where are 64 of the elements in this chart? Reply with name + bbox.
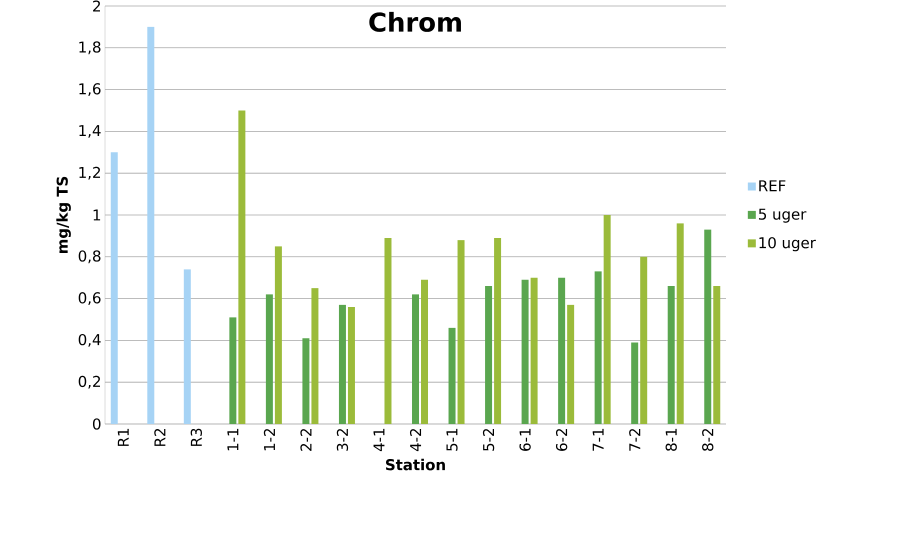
bar bbox=[421, 280, 428, 424]
bar bbox=[348, 306, 355, 424]
x-tick-label: R1 bbox=[118, 428, 129, 446]
y-axis-title: mg/kg TS bbox=[56, 176, 71, 254]
bar bbox=[594, 271, 602, 424]
x-tick-label: 4-1 bbox=[374, 428, 384, 452]
y-tick-label: 1,4 bbox=[79, 125, 101, 138]
bar bbox=[530, 278, 538, 424]
x-tick-label: 1-2 bbox=[264, 429, 275, 450]
x-tick-label: 1-1 bbox=[227, 428, 238, 450]
y-tick-label: 0,6 bbox=[78, 292, 101, 305]
y-tick-label: 1,6 bbox=[79, 83, 101, 96]
x-tick-label: 5-2 bbox=[482, 429, 494, 451]
y-tick-label: 1,2 bbox=[79, 166, 100, 180]
x-tick-label: 7-1 bbox=[592, 428, 604, 451]
y-tick-label: 1 bbox=[94, 210, 100, 220]
x-tick-label: 6-1 bbox=[519, 428, 531, 451]
x-tick-label: 3-2 bbox=[336, 429, 348, 451]
bar bbox=[229, 317, 236, 424]
bar bbox=[676, 223, 684, 424]
bar bbox=[448, 328, 456, 424]
x-tick-label: 4-2 bbox=[410, 429, 422, 452]
x-tick-label: 5-1 bbox=[446, 428, 458, 451]
bar bbox=[266, 294, 273, 424]
bar bbox=[458, 240, 465, 424]
x-tick-label: 7-2 bbox=[629, 429, 640, 451]
bar bbox=[604, 214, 611, 424]
bar bbox=[485, 286, 492, 424]
x-tick-label: R3 bbox=[190, 428, 202, 446]
bar bbox=[311, 288, 318, 424]
bar bbox=[110, 152, 118, 424]
bar bbox=[274, 246, 282, 424]
bar bbox=[238, 110, 246, 424]
legend-label: REF bbox=[759, 180, 786, 192]
x-axis-title: Station bbox=[386, 458, 445, 470]
legend-label: 5 uger bbox=[758, 208, 806, 223]
bar bbox=[412, 294, 420, 424]
bar bbox=[147, 26, 154, 424]
y-tick-label: 0,4 bbox=[78, 334, 101, 347]
bar bbox=[704, 230, 712, 424]
x-tick-label: 6-2 bbox=[556, 429, 568, 451]
bar bbox=[640, 256, 648, 424]
y-tick-label: 0,2 bbox=[78, 376, 100, 389]
chart-title: Chrom bbox=[369, 12, 461, 32]
x-tick-label: R2 bbox=[154, 429, 166, 446]
bar bbox=[302, 338, 310, 424]
bar bbox=[558, 278, 566, 424]
bar bbox=[522, 280, 529, 424]
bar bbox=[668, 286, 675, 424]
bar bbox=[184, 269, 191, 424]
bar bbox=[631, 342, 638, 424]
bar bbox=[494, 238, 502, 424]
x-tick-label: 8-1 bbox=[666, 428, 677, 451]
x-tick-label: 2-2 bbox=[300, 429, 312, 451]
x-tick-label: 8-2 bbox=[702, 429, 714, 451]
y-tick-label: 2 bbox=[93, 0, 100, 12]
bar bbox=[384, 238, 392, 424]
bar bbox=[713, 286, 720, 424]
y-tick-label: 0 bbox=[92, 418, 100, 430]
bar bbox=[567, 304, 574, 424]
bar bbox=[338, 304, 346, 424]
y-tick-label: 0,8 bbox=[78, 250, 100, 264]
legend-label: 10 uger bbox=[759, 237, 816, 252]
y-tick-label: 1,8 bbox=[79, 41, 100, 54]
